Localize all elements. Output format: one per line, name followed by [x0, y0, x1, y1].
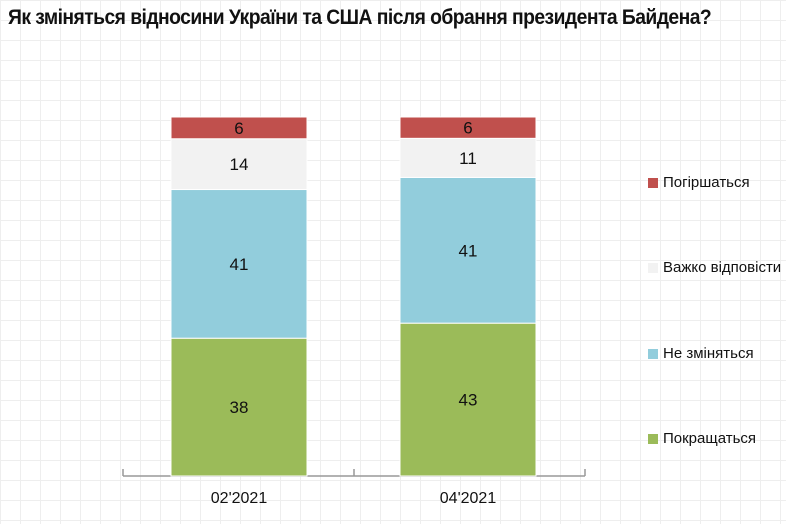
- data-label: 41: [230, 255, 249, 274]
- legend-label: Погіршаться: [663, 174, 750, 191]
- legend-item: Важко відповісти: [648, 259, 781, 276]
- bar-segment: [170, 138, 308, 191]
- legend-item: Покращаться: [648, 430, 756, 447]
- bar-segment: [170, 116, 308, 140]
- bar-segment: [399, 322, 537, 477]
- legend-label: Не зміняться: [663, 345, 754, 362]
- legend-swatch: [648, 348, 658, 359]
- legend-label: Важко відповісти: [663, 259, 782, 276]
- data-label: 6: [463, 119, 472, 138]
- bar-segment: [399, 116, 537, 139]
- chart-title: Як зміняться відносини України та США пі…: [8, 6, 712, 29]
- x-tick-label: 02'2021: [211, 490, 268, 507]
- data-label: 14: [230, 155, 249, 174]
- bar-segment: [399, 176, 537, 324]
- legend-item: Не зміняться: [648, 345, 754, 362]
- data-label: 11: [459, 149, 477, 168]
- bar-segment: [170, 189, 308, 339]
- legend-swatch: [648, 262, 658, 273]
- bar-segment: [170, 337, 308, 477]
- legend-swatch: [648, 433, 658, 444]
- x-tick-label: 04'2021: [440, 490, 497, 507]
- data-label: 38: [230, 398, 249, 417]
- data-label: 6: [234, 119, 243, 138]
- legend-swatch: [648, 177, 658, 188]
- bar-segment: [399, 137, 537, 178]
- legend-label: Покращаться: [663, 430, 757, 447]
- data-label: 41: [459, 241, 478, 260]
- data-label: 43: [459, 391, 478, 410]
- legend-item: Погіршаться: [648, 174, 750, 191]
